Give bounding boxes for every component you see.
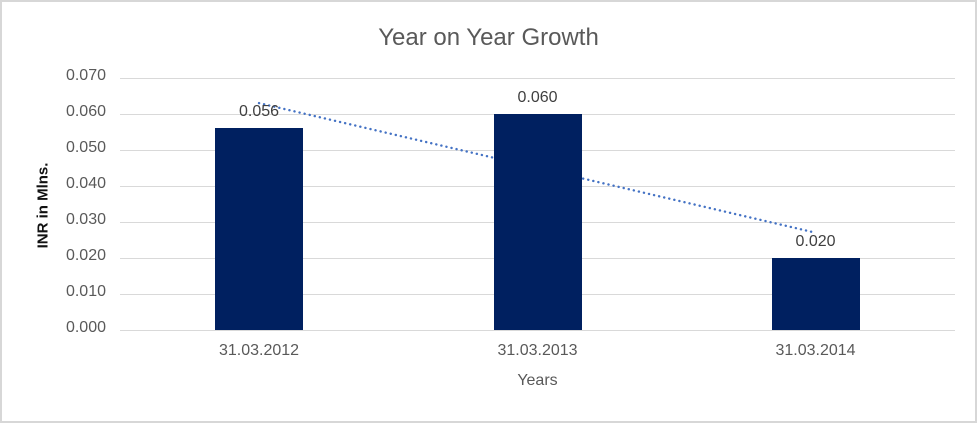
bar-value-label: 0.060 bbox=[517, 89, 558, 106]
y-tick-label: 0.030 bbox=[65, 211, 106, 228]
y-tick-label: 0.010 bbox=[65, 283, 106, 300]
bar bbox=[493, 114, 582, 330]
y-tick-label: 0.050 bbox=[65, 139, 106, 156]
x-tick-label: 31.03.2014 bbox=[775, 342, 856, 359]
y-tick-label: 0.020 bbox=[65, 247, 106, 264]
bar bbox=[771, 258, 860, 330]
bar-value-label: 0.056 bbox=[238, 103, 280, 120]
y-tick-label: 0.070 bbox=[65, 67, 106, 84]
x-tick-label: 31.03.2012 bbox=[218, 342, 300, 359]
plot-area: 0.056 0.060 0.020 bbox=[120, 78, 955, 331]
bar-value-label: 0.020 bbox=[795, 233, 836, 250]
x-axis-title: Years bbox=[517, 372, 558, 389]
y-tick-label: 0.040 bbox=[65, 175, 106, 192]
chart-title: Year on Year Growth bbox=[378, 24, 599, 51]
bar bbox=[215, 128, 303, 330]
x-tick-label: 31.03.2013 bbox=[497, 342, 578, 359]
y-tick-label: 0.060 bbox=[65, 103, 106, 120]
y-tick-label: 0.000 bbox=[65, 319, 106, 336]
y-axis-ticks: 0.070 0.060 0.050 0.040 0.030 0.020 0.01… bbox=[2, 67, 106, 336]
x-axis-ticks: 31.03.2012 31.03.2013 31.03.2014 bbox=[120, 342, 955, 362]
